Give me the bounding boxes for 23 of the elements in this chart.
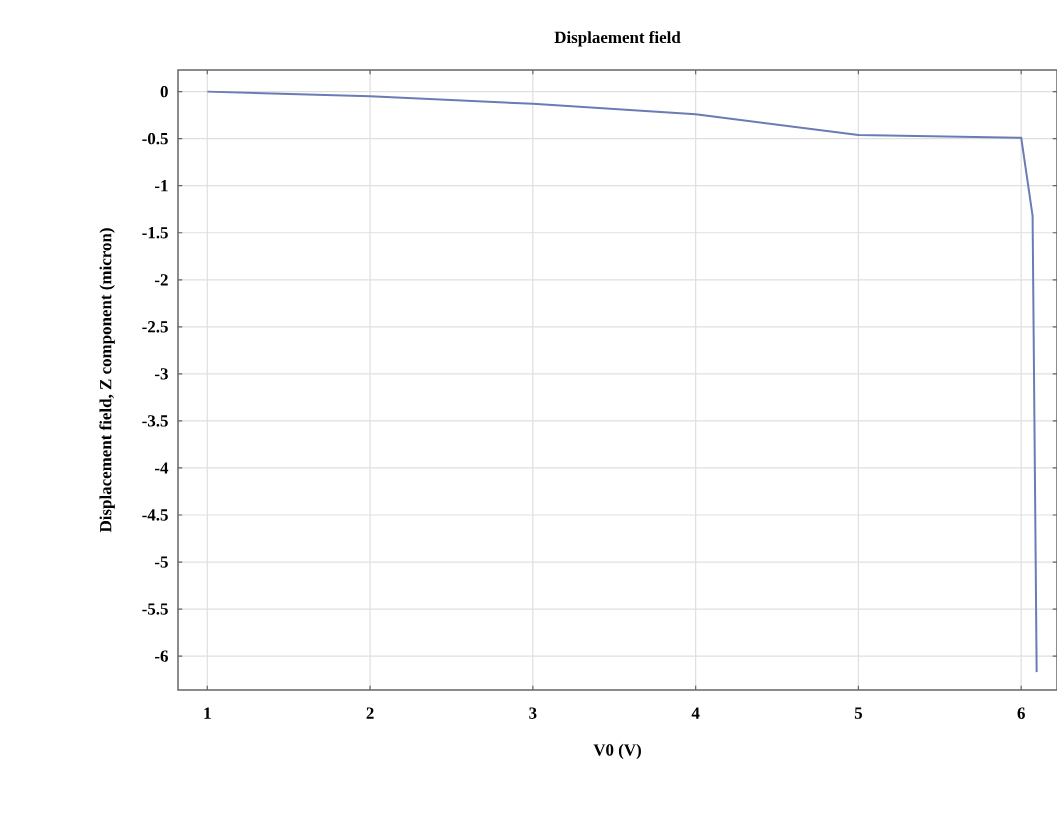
y-tick-label: -4 <box>155 462 169 474</box>
x-tick-label: 3 <box>529 707 537 719</box>
y-tick-label: -1.5 <box>142 227 168 239</box>
y-tick-label: -1 <box>155 180 168 192</box>
y-tick-label: -5 <box>155 556 168 568</box>
y-tick-label: -2 <box>155 274 168 286</box>
y-axis-title: Displacement field, Z component (micron) <box>99 228 115 533</box>
y-tick-label: -3 <box>155 368 168 380</box>
y-tick-label: -4.5 <box>142 509 168 521</box>
x-tick-label: 5 <box>854 707 863 719</box>
x-axis-title: V0 (V) <box>593 743 641 760</box>
y-tick-label: -0.5 <box>142 132 168 145</box>
y-tick-label: -2.5 <box>142 321 168 333</box>
x-tick-label: 6 <box>1017 707 1025 719</box>
y-tick-label: 0 <box>160 85 168 98</box>
line-series <box>206 90 1038 674</box>
chart-title: Displaement field <box>554 30 681 47</box>
y-tick-label: -6 <box>155 650 168 662</box>
y-tick-label: -5.5 <box>142 603 168 615</box>
x-tick-label: 4 <box>691 707 700 719</box>
x-tick-label: 2 <box>366 707 374 719</box>
x-tick-label: 1 <box>204 707 211 719</box>
y-tick-label: -3.5 <box>142 415 168 427</box>
